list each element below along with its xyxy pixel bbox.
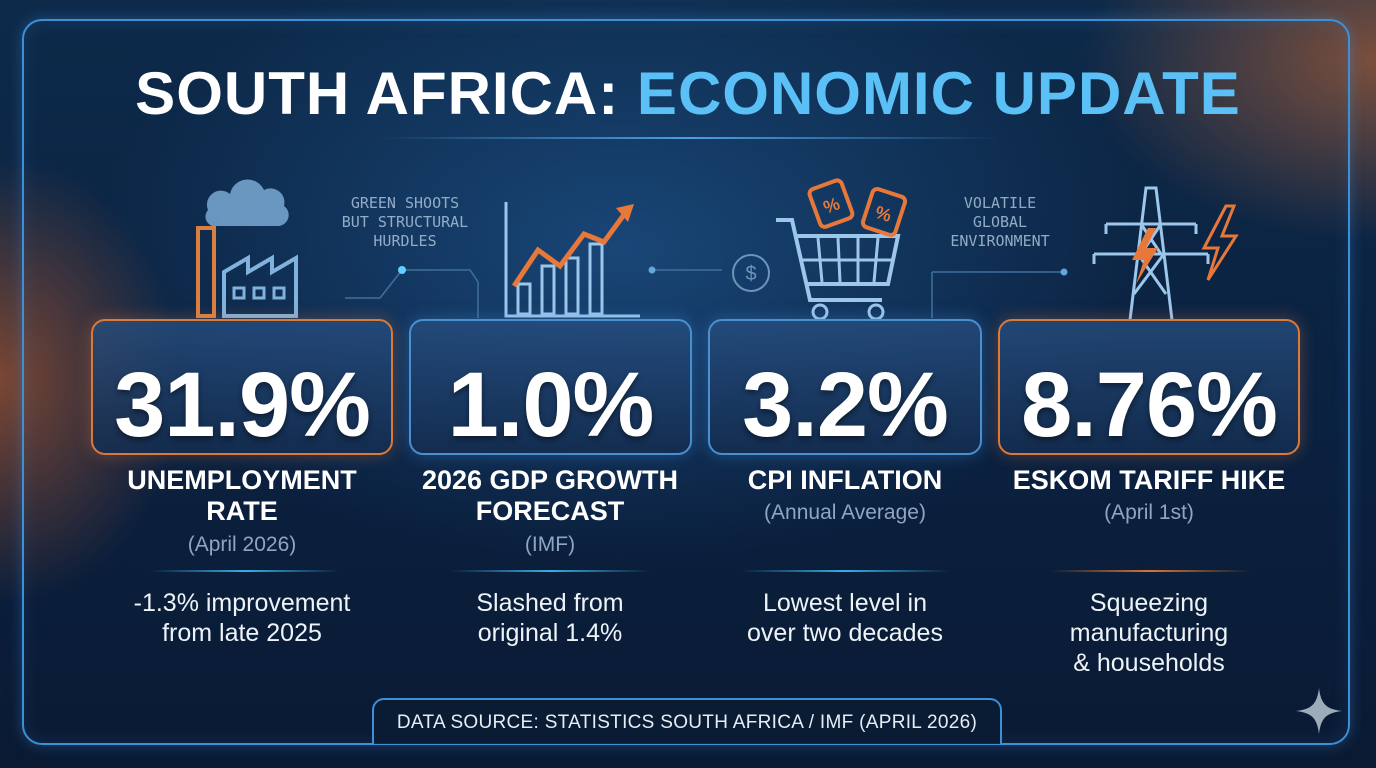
stat-divider: [450, 570, 650, 572]
svg-text:%: %: [821, 193, 843, 217]
stat-sub-eskom: (April 1st): [1104, 501, 1194, 524]
tagline-volatile-global: VOLATILE GLOBAL ENVIRONMENT: [930, 194, 1070, 251]
shopping-cart-icon: % %: [776, 178, 908, 321]
stat-desc-line: & households: [1073, 649, 1225, 677]
tagline-line: HURDLES: [373, 232, 437, 250]
data-source-footer: DATA SOURCE: STATISTICS SOUTH AFRICA / I…: [372, 698, 1002, 744]
growth-chart-icon: [504, 202, 640, 318]
stat-label-eskom: ESKOM TARIFF HIKE: [998, 465, 1300, 496]
stat-value: 3.2%: [742, 354, 949, 456]
stat-desc-line: from late 2025: [162, 619, 322, 647]
stat-desc-unemployment: -1.3% improvement from late 2025: [91, 588, 393, 648]
stat-label-line: FORECAST: [475, 496, 625, 526]
stat-label-line: CPI INFLATION: [747, 465, 943, 495]
title-part-2: ECONOMIC UPDATE: [636, 60, 1241, 127]
stat-desc-cpi: Lowest level in over two decades: [708, 588, 982, 648]
outer-frame: [22, 19, 1350, 745]
title-part-1: SOUTH AFRICA:: [135, 60, 620, 127]
svg-text:%: %: [873, 202, 894, 226]
stat-label-gdp: 2026 GDP GROWTH FORECAST: [400, 465, 700, 527]
stat-divider: [150, 570, 340, 572]
factory-icon: [196, 179, 298, 318]
power-pylon-icon: [1092, 186, 1239, 321]
sparkle-icon: [1296, 688, 1342, 734]
tagline-line: GREEN SHOOTS: [350, 194, 460, 212]
stat-card-eskom: 8.76%: [998, 319, 1300, 455]
tagline-line: GLOBAL: [972, 213, 1028, 231]
stat-label-cpi: CPI INFLATION: [708, 465, 982, 496]
stat-desc-line: Squeezing: [1089, 589, 1209, 617]
stat-desc-line: manufacturing: [1069, 619, 1229, 647]
stat-desc-line: original 1.4%: [477, 619, 623, 647]
title-divider: [380, 137, 1000, 139]
stat-sub-gdp: (IMF): [524, 533, 576, 556]
stat-desc-gdp: Slashed from original 1.4%: [400, 588, 700, 648]
stat-sub-unemployment: (April 2026): [187, 533, 297, 556]
tagline-line: BUT STRUCTURAL: [341, 213, 469, 231]
stat-value: 31.9%: [114, 354, 371, 456]
stat-card-unemployment: 31.9%: [91, 319, 393, 455]
stat-desc-line: -1.3% improvement: [133, 589, 351, 617]
tagline-green-shoots: GREEN SHOOTS BUT STRUCTURAL HURDLES: [320, 194, 490, 251]
stat-label-line: RATE: [206, 496, 278, 526]
stat-desc-line: over two decades: [747, 619, 943, 647]
stat-label-line: ESKOM TARIFF HIKE: [1012, 465, 1286, 495]
stat-sub-cpi: (Annual Average): [764, 501, 926, 524]
stat-desc-line: Slashed from: [476, 589, 624, 617]
stat-divider: [1050, 570, 1250, 572]
stat-desc-line: Lowest level in: [763, 589, 927, 617]
stat-value: 8.76%: [1021, 354, 1278, 456]
stat-label-line: 2026 GDP GROWTH: [421, 465, 679, 495]
stat-card-cpi: 3.2%: [708, 319, 982, 455]
dollar-icon: $: [732, 254, 770, 292]
tagline-line: ENVIRONMENT: [950, 232, 1050, 250]
svg-text:$: $: [745, 263, 756, 285]
stat-divider: [740, 570, 950, 572]
stat-desc-eskom: Squeezing manufacturing & households: [998, 588, 1300, 678]
page-title: SOUTH AFRICA: ECONOMIC UPDATE: [0, 58, 1376, 130]
tagline-line: VOLATILE: [963, 194, 1037, 212]
stat-label-line: UNEMPLOYMENT: [127, 465, 357, 495]
stat-value: 1.0%: [447, 354, 655, 456]
stat-label-unemployment: UNEMPLOYMENT RATE: [91, 465, 393, 527]
stat-card-gdp: 1.0%: [409, 319, 692, 455]
